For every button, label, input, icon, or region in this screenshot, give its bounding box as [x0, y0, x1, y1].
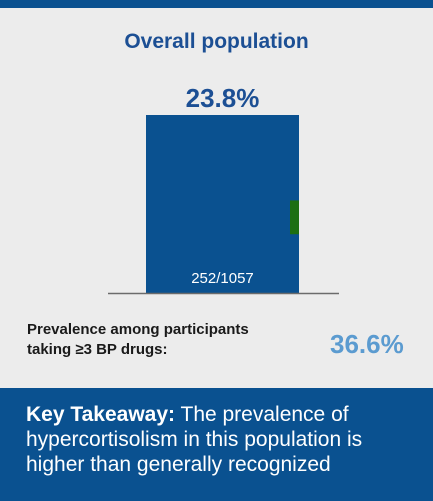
- prevalence-label-line1: Prevalence among participants: [27, 321, 249, 338]
- bar: [146, 115, 299, 293]
- bar-value-label: 23.8%: [186, 83, 260, 113]
- prevalence-label: Prevalence among participants taking ≥3 …: [27, 320, 327, 360]
- bar-highlight-segment: [290, 200, 299, 235]
- top-header-strip: [0, 0, 433, 8]
- bar-count-label: 252/1057: [191, 270, 254, 287]
- key-takeaway-text: The prevalence of hypercortisolism in th…: [26, 403, 363, 476]
- prevalence-value: 36.6%: [330, 329, 404, 359]
- key-takeaway-banner: Key Takeaway: The prevalence of hypercor…: [0, 388, 433, 501]
- key-takeaway-label: Key Takeaway:: [26, 403, 176, 426]
- prevalence-label-line2: taking ≥3 BP drugs:: [27, 341, 168, 358]
- bar-chart: 23.8% 252/1057: [108, 83, 339, 295]
- panel-title: Overall population: [124, 30, 309, 53]
